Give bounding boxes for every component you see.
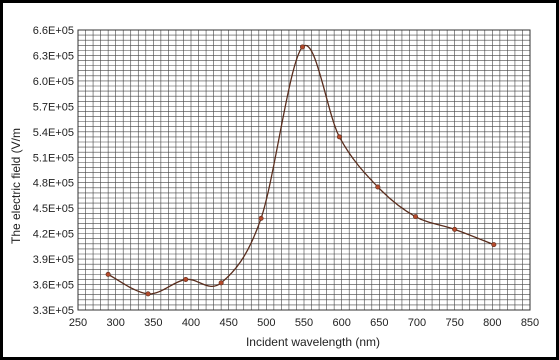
data-point (145, 291, 151, 297)
y-tick-label: 6.6E+05 (33, 25, 74, 37)
x-tick-label: 500 (257, 317, 275, 329)
y-tick-label: 3.3E+05 (33, 305, 74, 317)
grid (77, 29, 531, 311)
y-axis-ticks: 3.3E+05 3.6E+05 3.9E+05 4.2E+05 4.5E+05 4.8E+… (33, 25, 74, 317)
series-points (105, 44, 497, 297)
x-tick-label: 750 (445, 317, 463, 329)
y-tick-label: 6.0E+05 (33, 76, 74, 88)
x-tick-label: 850 (521, 317, 539, 329)
x-tick-label: 400 (182, 317, 200, 329)
y-tick-label: 3.6E+05 (33, 280, 74, 292)
y-tick-label: 5.1E+05 (33, 152, 74, 164)
y-tick-label: 5.4E+05 (33, 127, 74, 139)
data-point (336, 134, 342, 140)
data-point (258, 215, 264, 221)
x-tick-label: 300 (106, 317, 124, 329)
y-tick-label: 4.5E+05 (33, 203, 74, 215)
data-point (452, 226, 458, 232)
x-axis-ticks: 250 300 350 400 450 500 550 600 650 700 750 800 850 (69, 317, 539, 329)
x-tick-label: 250 (69, 317, 87, 329)
y-tick-label: 5.7E+05 (33, 101, 74, 113)
data-point (218, 280, 224, 286)
x-tick-label: 700 (408, 317, 426, 329)
data-point (105, 271, 111, 277)
x-tick-label: 550 (295, 317, 313, 329)
y-tick-label: 4.2E+05 (33, 229, 74, 241)
y-tick-label: 3.9E+05 (33, 254, 74, 266)
data-point (491, 242, 497, 248)
y-tick-label: 4.8E+05 (33, 178, 74, 190)
x-tick-label: 600 (332, 317, 350, 329)
x-tick-label: 800 (483, 317, 501, 329)
plot-area-border (77, 29, 531, 311)
x-tick-label: 450 (219, 317, 237, 329)
x-tick-label: 650 (370, 317, 388, 329)
y-axis-title: The electric field (V/m (9, 128, 23, 244)
data-point (412, 214, 418, 220)
x-tick-label: 350 (144, 317, 162, 329)
data-point (375, 184, 381, 190)
x-axis-title: Incident wavelength (nm) (246, 335, 380, 349)
data-point (299, 44, 305, 50)
data-point (183, 276, 189, 282)
y-tick-label: 6.3E+05 (33, 50, 74, 62)
